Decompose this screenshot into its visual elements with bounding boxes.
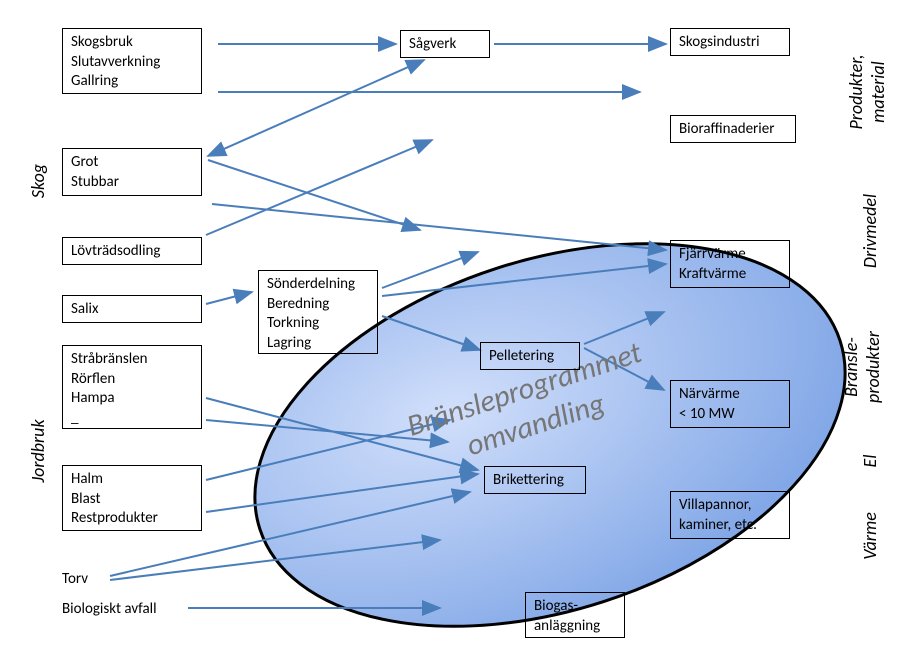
node-grot: GrotStubbar (62, 148, 202, 196)
vlabel-bransleprod: Bränsle-produkter (840, 307, 884, 427)
node-narvarme: Närvärme< 10 MW (670, 380, 790, 428)
vlabel-skog: Skog (27, 141, 49, 221)
node-sagverk: Sågverk (400, 30, 490, 58)
node-pellet: Pelletering (480, 342, 580, 370)
edge-halm-briket2 (206, 474, 478, 512)
node-line: Slutavverkning (71, 53, 193, 73)
program-ellipse (206, 174, 894, 657)
edge-strabranslen-briket1 (206, 398, 478, 470)
node-bioraff: Bioraffinaderier (670, 115, 796, 143)
vlabel-jordbruk: Jordbruk (27, 411, 49, 491)
node-line: Grot (71, 153, 193, 173)
node-line: Brikettering (493, 471, 564, 489)
node-briket: Brikettering (484, 466, 586, 494)
node-line: Skogsbruk (71, 33, 193, 53)
node-line: < 10 MW (679, 405, 781, 425)
node-line: Lagring (267, 334, 369, 354)
node-line: Villapannor, (679, 496, 781, 516)
edge-process-fjarr (382, 264, 666, 296)
vlabel-drivmedel: Drivmedel (859, 181, 881, 281)
node-biogas: Biogas-anläggning (525, 592, 625, 638)
edge-process-pellet-up (382, 252, 478, 288)
node-line: _ (71, 409, 193, 429)
edge-halm-briket1 (206, 420, 450, 480)
node-line: Blast (71, 490, 193, 510)
node-line: Biogas- (534, 597, 616, 617)
node-line: Halm (71, 470, 193, 490)
edge-grot-bioraff (208, 160, 420, 230)
text-bioavfall: Biologiskt avfall (62, 600, 157, 618)
node-line: Restprodukter (71, 509, 193, 529)
node-line: anläggning (534, 617, 616, 637)
edge-process-pellet (382, 316, 480, 350)
node-line: Salix (71, 300, 98, 318)
node-lovtrad: Lövträdsodling (62, 237, 202, 265)
node-line: Bioraffinaderier (679, 120, 774, 138)
node-line: kaminer, etc. (679, 516, 781, 536)
edge-pellet-up (584, 312, 664, 344)
node-line: Lövträdsodling (71, 242, 161, 260)
node-villa: Villapannor,kaminer, etc. (670, 491, 790, 539)
node-salix: Salix (62, 295, 202, 323)
node-line: Torkning (267, 314, 369, 334)
node-process: SönderdelningBeredningTorkningLagring (258, 270, 378, 354)
edge-strabranslen-briket2 (206, 420, 448, 442)
text-torv: Torv (62, 570, 88, 588)
edge-torv-biogas (110, 540, 440, 580)
node-halm: HalmBlastRestprodukter (62, 465, 202, 531)
node-strabranslen: StråbränslenRörflenHampa_ (62, 345, 202, 429)
node-line: Hampa (71, 389, 193, 409)
edge-grot-fjarr (212, 204, 666, 250)
svg-layer (0, 0, 901, 657)
vlabel-prodmat: Produkter,material (845, 32, 889, 152)
node-line: Beredning (267, 295, 369, 315)
edge-salix-process (206, 292, 252, 304)
vlabel-varme: Värme (859, 486, 881, 586)
node-line: Kraftvärme (679, 265, 781, 285)
edge-pellet-narvarme (584, 348, 664, 390)
node-fjarr: FjärrvärmeKraftvärme (670, 240, 790, 288)
node-line: Gallring (71, 72, 193, 92)
node-skogsbruk: SkogsbrukSlutavverkningGallring (62, 28, 202, 94)
node-line: Sågverk (409, 35, 456, 53)
node-line: Skogsindustri (679, 33, 760, 51)
node-line: Fjärrvärme (679, 245, 781, 265)
node-line: Sönderdelning (267, 275, 369, 295)
edge-lovtrad-cross (206, 140, 432, 235)
diagram-stage: BränsleprogrammetomvandlingSkogsbrukSlut… (0, 0, 901, 657)
node-line: Stråbränslen (71, 350, 193, 370)
node-line: Närvärme (679, 385, 781, 405)
node-line: Stubbar (71, 173, 193, 193)
node-skogsindustri: Skogsindustri (670, 28, 790, 56)
node-line: Pelletering (489, 347, 554, 365)
node-line: Rörflen (71, 370, 193, 390)
edge-grot-skogsindustri (208, 60, 424, 156)
